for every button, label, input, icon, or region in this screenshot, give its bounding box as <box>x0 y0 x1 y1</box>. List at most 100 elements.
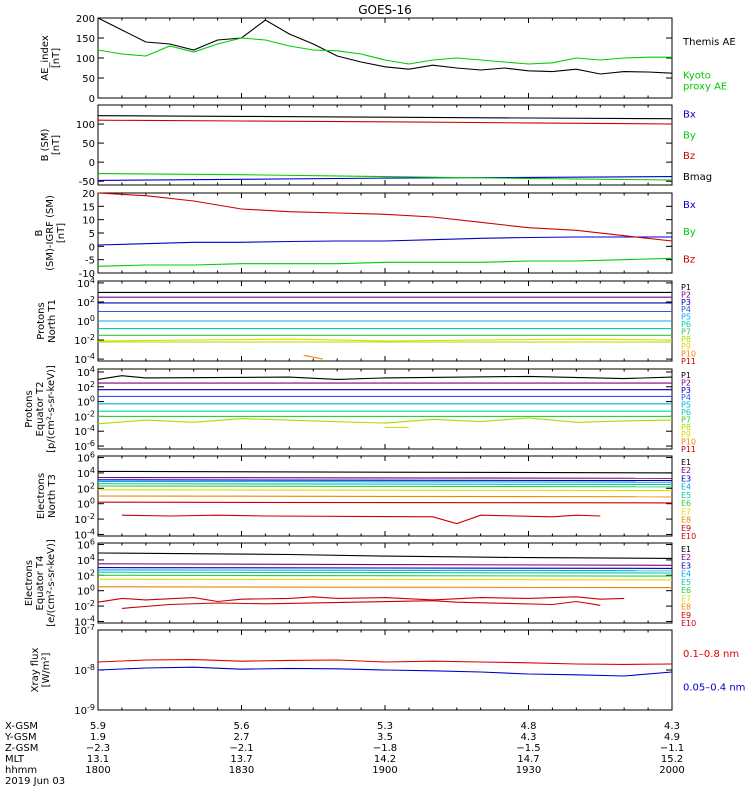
y-tick-label: 102 <box>77 568 95 582</box>
legend-label-e3: E3 <box>681 561 691 570</box>
y-axis-label-line: Equator T2 <box>35 382 46 437</box>
series-line-e2 <box>97 563 673 566</box>
y-tick-base: 10 <box>74 530 87 541</box>
y-tick-label: 10-2 <box>74 333 95 347</box>
y-axis-label-line: [nT] <box>51 48 62 68</box>
y-axis-label: Xray flux [W/m²] <box>30 648 52 693</box>
y-axis-label-line: Electrons <box>24 560 35 606</box>
legend-label-by: By <box>683 227 696 238</box>
series-line-e8 <box>97 495 673 498</box>
x-axis-row-value: 2.7 <box>234 732 250 743</box>
legend-label-p10: P10 <box>681 438 696 447</box>
legend-label-e7: E7 <box>681 507 691 516</box>
legend-label-e8: E8 <box>681 516 691 525</box>
legend-label-e6: E6 <box>681 586 691 595</box>
legend-label-p5: P5 <box>681 313 691 322</box>
y-tick-label: 10-7 <box>74 623 95 637</box>
y-tick-exponent: 0 <box>90 314 95 323</box>
panel-frame <box>97 368 673 450</box>
panel-1: 0 50 100 150 200 AE_index [nT] Themis AE Kyotopr… <box>40 14 736 105</box>
y-tick-base: 10 <box>77 556 90 567</box>
series-line-kyoto-proxy-ae <box>97 37 672 65</box>
legend-label-bx: Bx <box>683 110 696 121</box>
y-tick-exponent: -2 <box>87 599 95 608</box>
y-tick-exponent: -4 <box>87 614 95 623</box>
y-axis-label-line: AE_index <box>40 35 51 81</box>
series-line-bx <box>97 176 673 181</box>
series-line-0-05-0-4-nm <box>97 666 673 677</box>
y-tick-label: 100 <box>77 395 95 409</box>
y-axis-label-line: [e/(cm²-s-sr-keV)] <box>46 539 57 627</box>
y-tick-exponent: -6 <box>87 439 95 448</box>
series-line-e3 <box>97 479 673 482</box>
x-axis-row-value: 13.7 <box>230 754 252 765</box>
y-tick-label: 104 <box>77 466 95 480</box>
series-line-by <box>97 173 673 181</box>
x-axis-row-name: hhmm <box>5 765 37 776</box>
panel-3: -10 -5 0 5 10 15 20 B (SM)-IGRF (SM) [nT] Bx By Bz <box>34 189 696 280</box>
legend-label-themis-ae: Themis AE <box>682 37 736 48</box>
y-axis-label-line: [W/m²] <box>41 652 52 687</box>
legend-label-kyoto-proxy-ae: Kyoto <box>683 71 711 82</box>
y-tick-base: 10 <box>77 500 90 511</box>
y-tick-exponent: -2 <box>87 409 95 418</box>
x-axis-row-value: 5.6 <box>234 721 250 732</box>
y-tick-base: 10 <box>74 617 87 628</box>
y-tick-label: 5 <box>89 229 95 240</box>
y-tick-label: 10-2 <box>74 512 95 526</box>
y-tick-label: 104 <box>77 553 95 567</box>
x-axis-row-value: −1.5 <box>516 743 540 754</box>
legend-label-e1: E1 <box>681 458 691 467</box>
x-axis-row-value: 1.9 <box>90 732 106 743</box>
legend-label-e9: E9 <box>681 524 691 533</box>
y-tick-label: 100 <box>76 120 95 131</box>
legend-label-p3: P3 <box>681 298 691 307</box>
legend-label-p6: P6 <box>681 320 691 329</box>
legend-label-p1: P1 <box>681 371 691 380</box>
y-tick-base: 10 <box>74 666 87 677</box>
legend-label-e5: E5 <box>681 491 691 500</box>
y-tick-base: 10 <box>77 279 90 290</box>
y-tick-label: 100 <box>77 314 95 328</box>
y-tick-exponent: 0 <box>90 497 95 506</box>
series-line-0-1-0-8-nm <box>97 659 673 665</box>
y-tick-label: 200 <box>76 14 95 25</box>
x-axis-row-value: 1800 <box>85 765 110 776</box>
legend-label-e10: E10 <box>681 532 696 541</box>
legend-label-bz: Bz <box>683 151 695 162</box>
y-tick-base: 10 <box>74 602 87 613</box>
y-axis-label: Protons Equator T2 [p/(cm²-s-sr-keV)] <box>24 365 57 453</box>
y-tick-label: 104 <box>77 276 95 290</box>
x-axis-row-value: 1930 <box>516 765 541 776</box>
y-tick-label: 10-2 <box>74 409 95 423</box>
series-line-e8 <box>97 586 673 589</box>
legend-label-p9: P9 <box>681 430 691 439</box>
legend-label-p4: P4 <box>681 305 691 314</box>
y-axis-label-line: B <box>34 229 45 236</box>
y-tick-label: 0 <box>89 242 95 253</box>
x-axis-row-value: 4.9 <box>664 732 680 743</box>
y-tick-exponent: -2 <box>87 333 95 342</box>
y-tick-label: 50 <box>82 74 95 85</box>
y-axis-label: B (SM) [nT] <box>40 128 62 161</box>
panel-frame <box>97 17 673 99</box>
series-line-e5 <box>97 571 673 574</box>
legend-label-kyoto-proxy-ae: proxy AE <box>683 82 727 93</box>
y-tick-exponent: 6 <box>90 538 95 547</box>
legend-label-p7: P7 <box>681 327 691 336</box>
y-tick-label: 100 <box>76 54 95 65</box>
y-axis-label-line: Xray flux <box>30 648 41 693</box>
y-tick-base: 10 <box>77 383 90 394</box>
legend-label-p1: P1 <box>681 283 691 292</box>
y-tick-base: 10 <box>77 454 90 465</box>
y-tick-exponent: 2 <box>90 481 95 490</box>
series-line-themis-ae <box>97 17 673 75</box>
y-tick-label: 106 <box>77 538 95 552</box>
y-tick-exponent: 4 <box>90 365 95 374</box>
y-axis-label-line: B (SM) <box>40 128 51 161</box>
y-tick-label: 106 <box>77 451 95 465</box>
x-axis-table: X-GSM 5.9 5.6 5.3 4.8 4.3Y-GSM 1.9 2.7 3.5 4.3 4.9… <box>4 721 685 787</box>
